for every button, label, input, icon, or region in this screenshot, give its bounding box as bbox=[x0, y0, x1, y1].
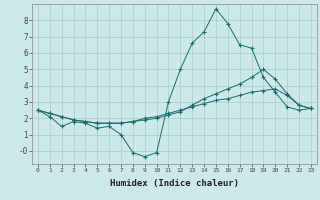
X-axis label: Humidex (Indice chaleur): Humidex (Indice chaleur) bbox=[110, 179, 239, 188]
